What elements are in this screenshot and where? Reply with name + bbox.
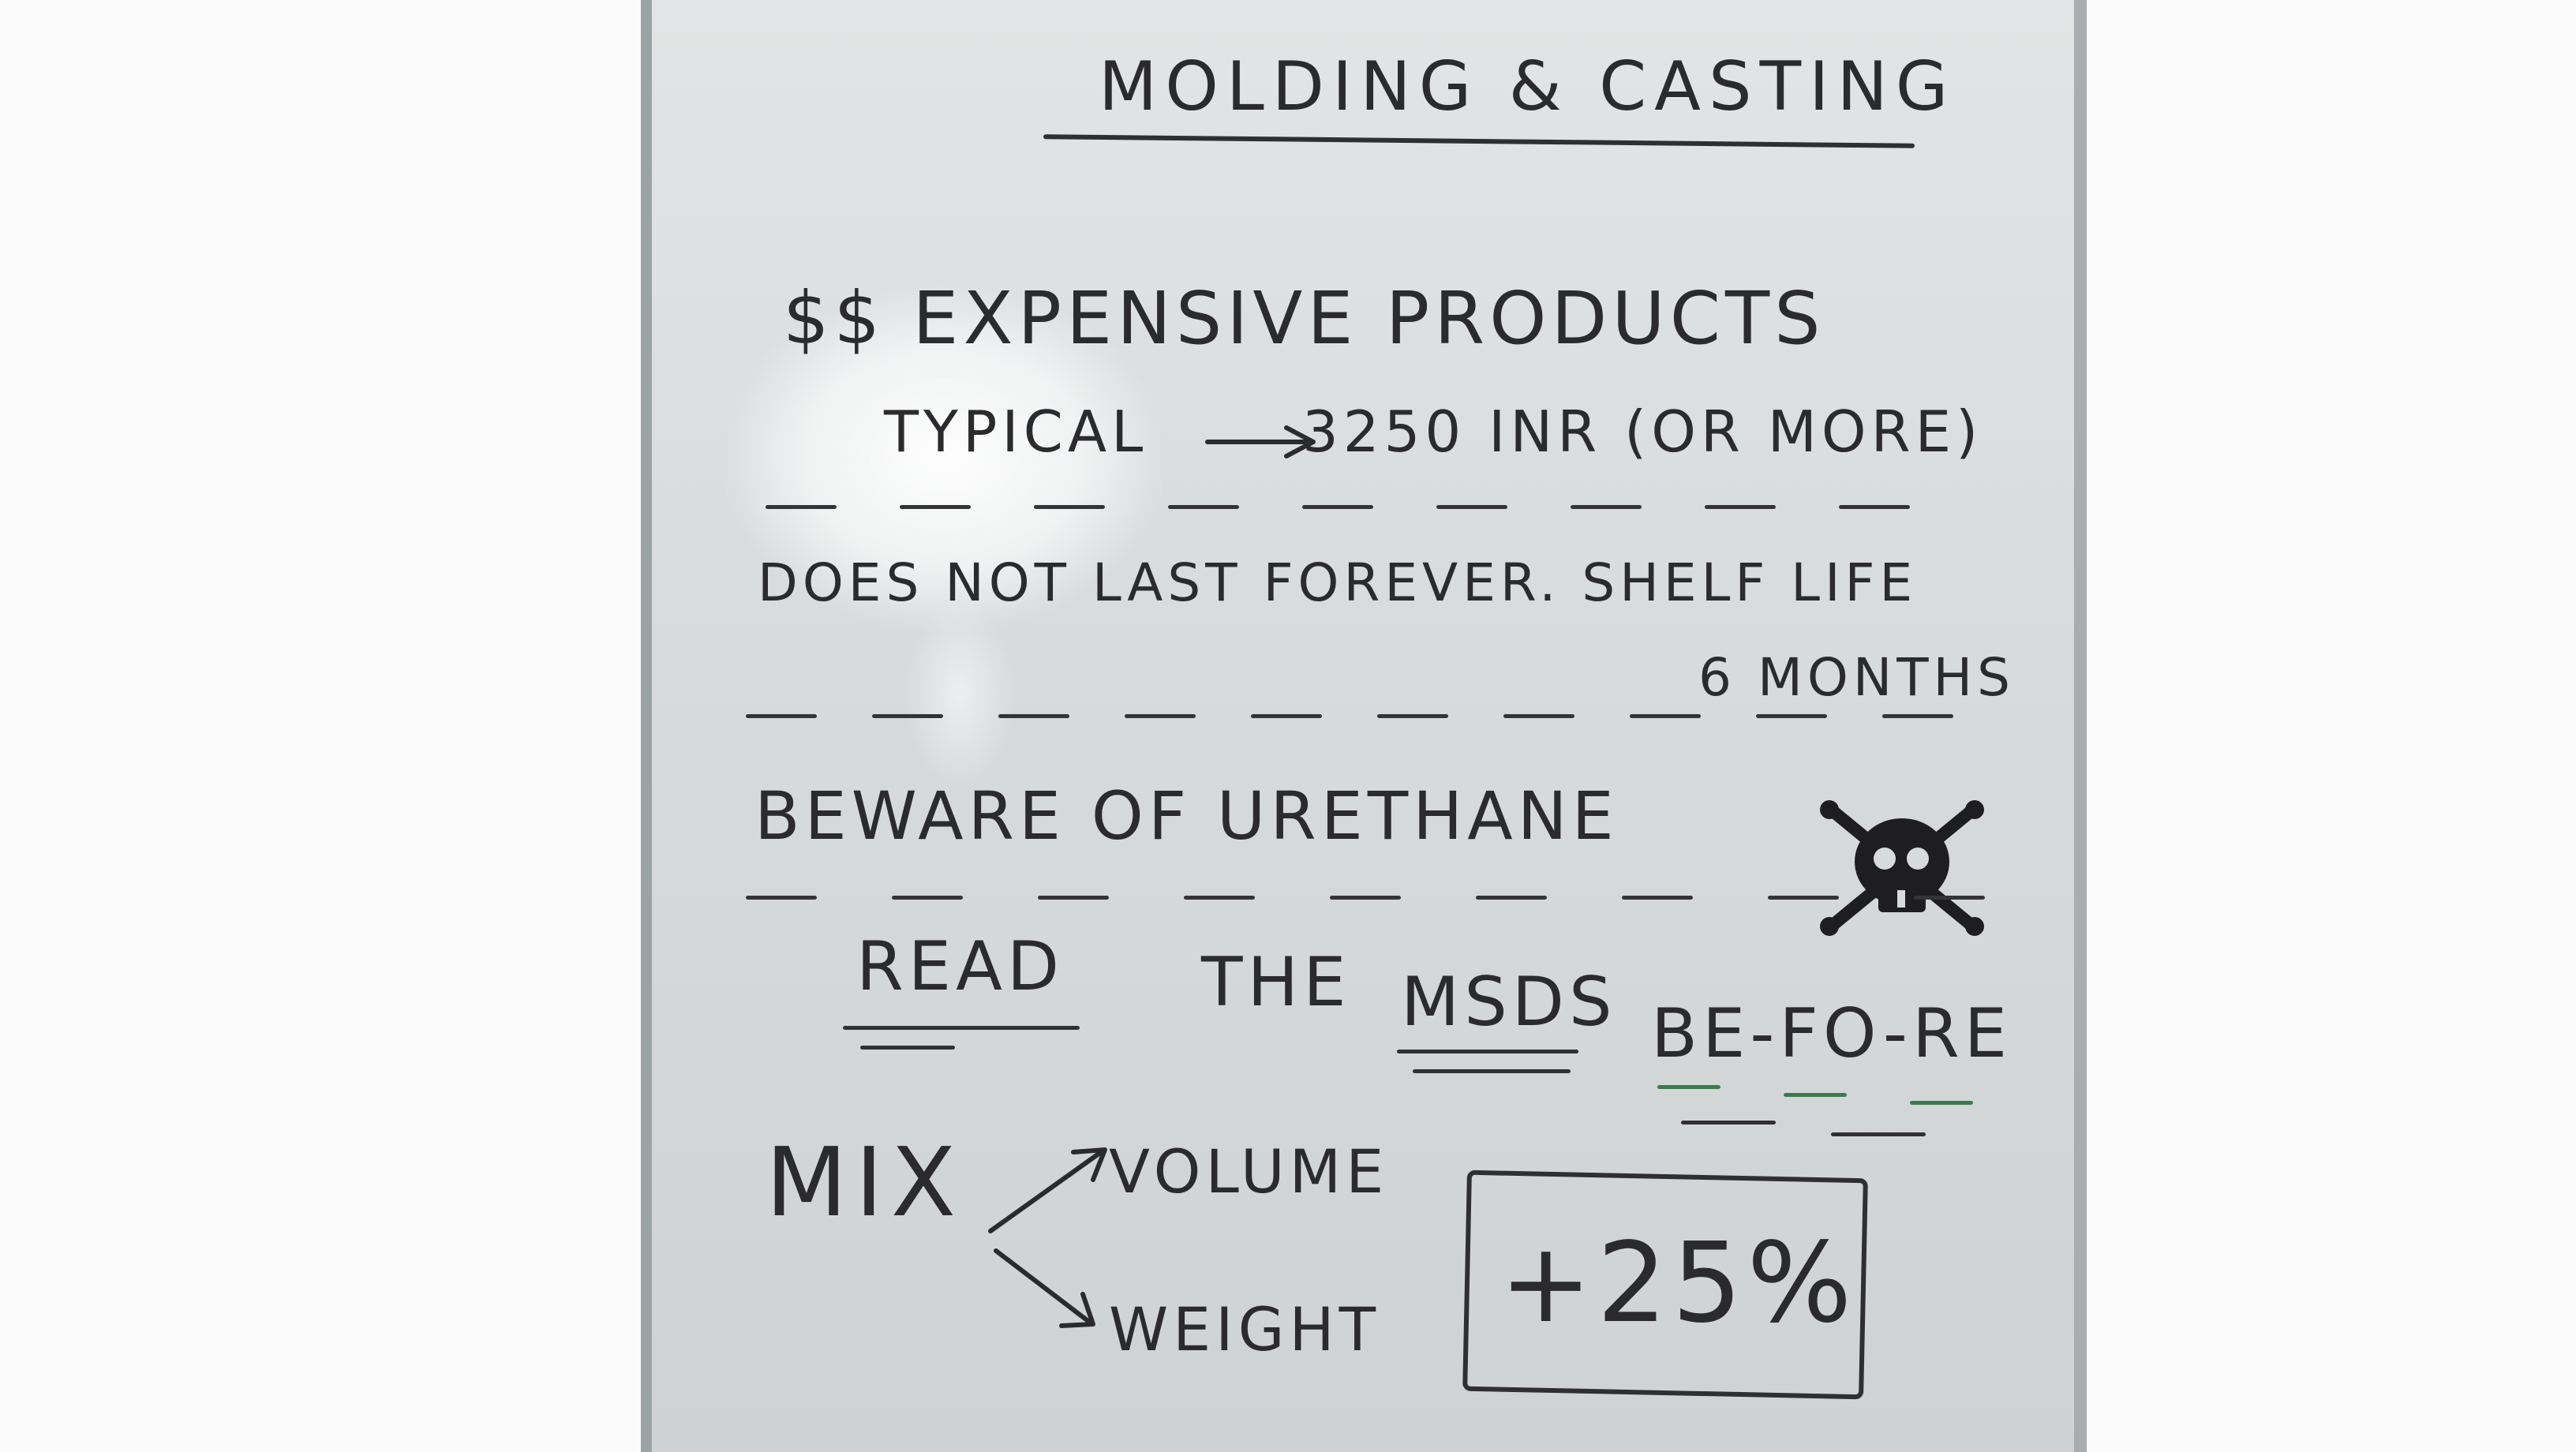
dashed-divider xyxy=(766,505,1910,509)
before-underline-green xyxy=(1657,1085,1720,1089)
plus-25-percent: +25% xyxy=(1500,1219,1857,1348)
whiteboard xyxy=(641,0,2087,1452)
expensive-products-line: $$ EXPENSIVE PRODUCTS xyxy=(783,276,1825,361)
board-title: MOLDING & CASTING xyxy=(1099,47,1956,126)
msds-word: MSDS xyxy=(1401,963,1617,1042)
beware-urethane-line: BEWARE OF URETHANE xyxy=(754,777,1619,855)
skull-crossbones-icon xyxy=(1820,800,1984,936)
before-word: BE-FO-RE xyxy=(1651,994,2012,1073)
light-glare xyxy=(723,284,1165,631)
read-underline xyxy=(860,1046,955,1050)
dashed-divider xyxy=(746,896,1985,900)
weight-word: WEIGHT xyxy=(1109,1294,1381,1364)
before-underline xyxy=(1681,1121,1776,1125)
typical-label: TYPICAL xyxy=(884,399,1148,465)
msds-underline xyxy=(1397,1050,1578,1053)
mix-word: MIX xyxy=(766,1128,964,1238)
the-word: THE xyxy=(1201,943,1351,1022)
shelf-life-value: 6 MONTHS xyxy=(1698,647,2016,708)
light-glare-secondary xyxy=(904,600,1015,789)
before-underline-green xyxy=(1910,1101,1973,1105)
read-underline xyxy=(843,1026,1080,1030)
shelf-life-line: DOES NOT LAST FOREVER. SHELF LIFE xyxy=(758,552,1918,613)
volume-word: VOLUME xyxy=(1109,1136,1389,1207)
msds-underline xyxy=(1413,1069,1571,1073)
typical-value: 3250 INR (OR MORE) xyxy=(1302,399,1983,465)
read-word: READ xyxy=(856,927,1065,1006)
before-underline-green xyxy=(1784,1093,1847,1097)
before-underline xyxy=(1831,1132,1926,1136)
dashed-divider xyxy=(746,714,1953,718)
